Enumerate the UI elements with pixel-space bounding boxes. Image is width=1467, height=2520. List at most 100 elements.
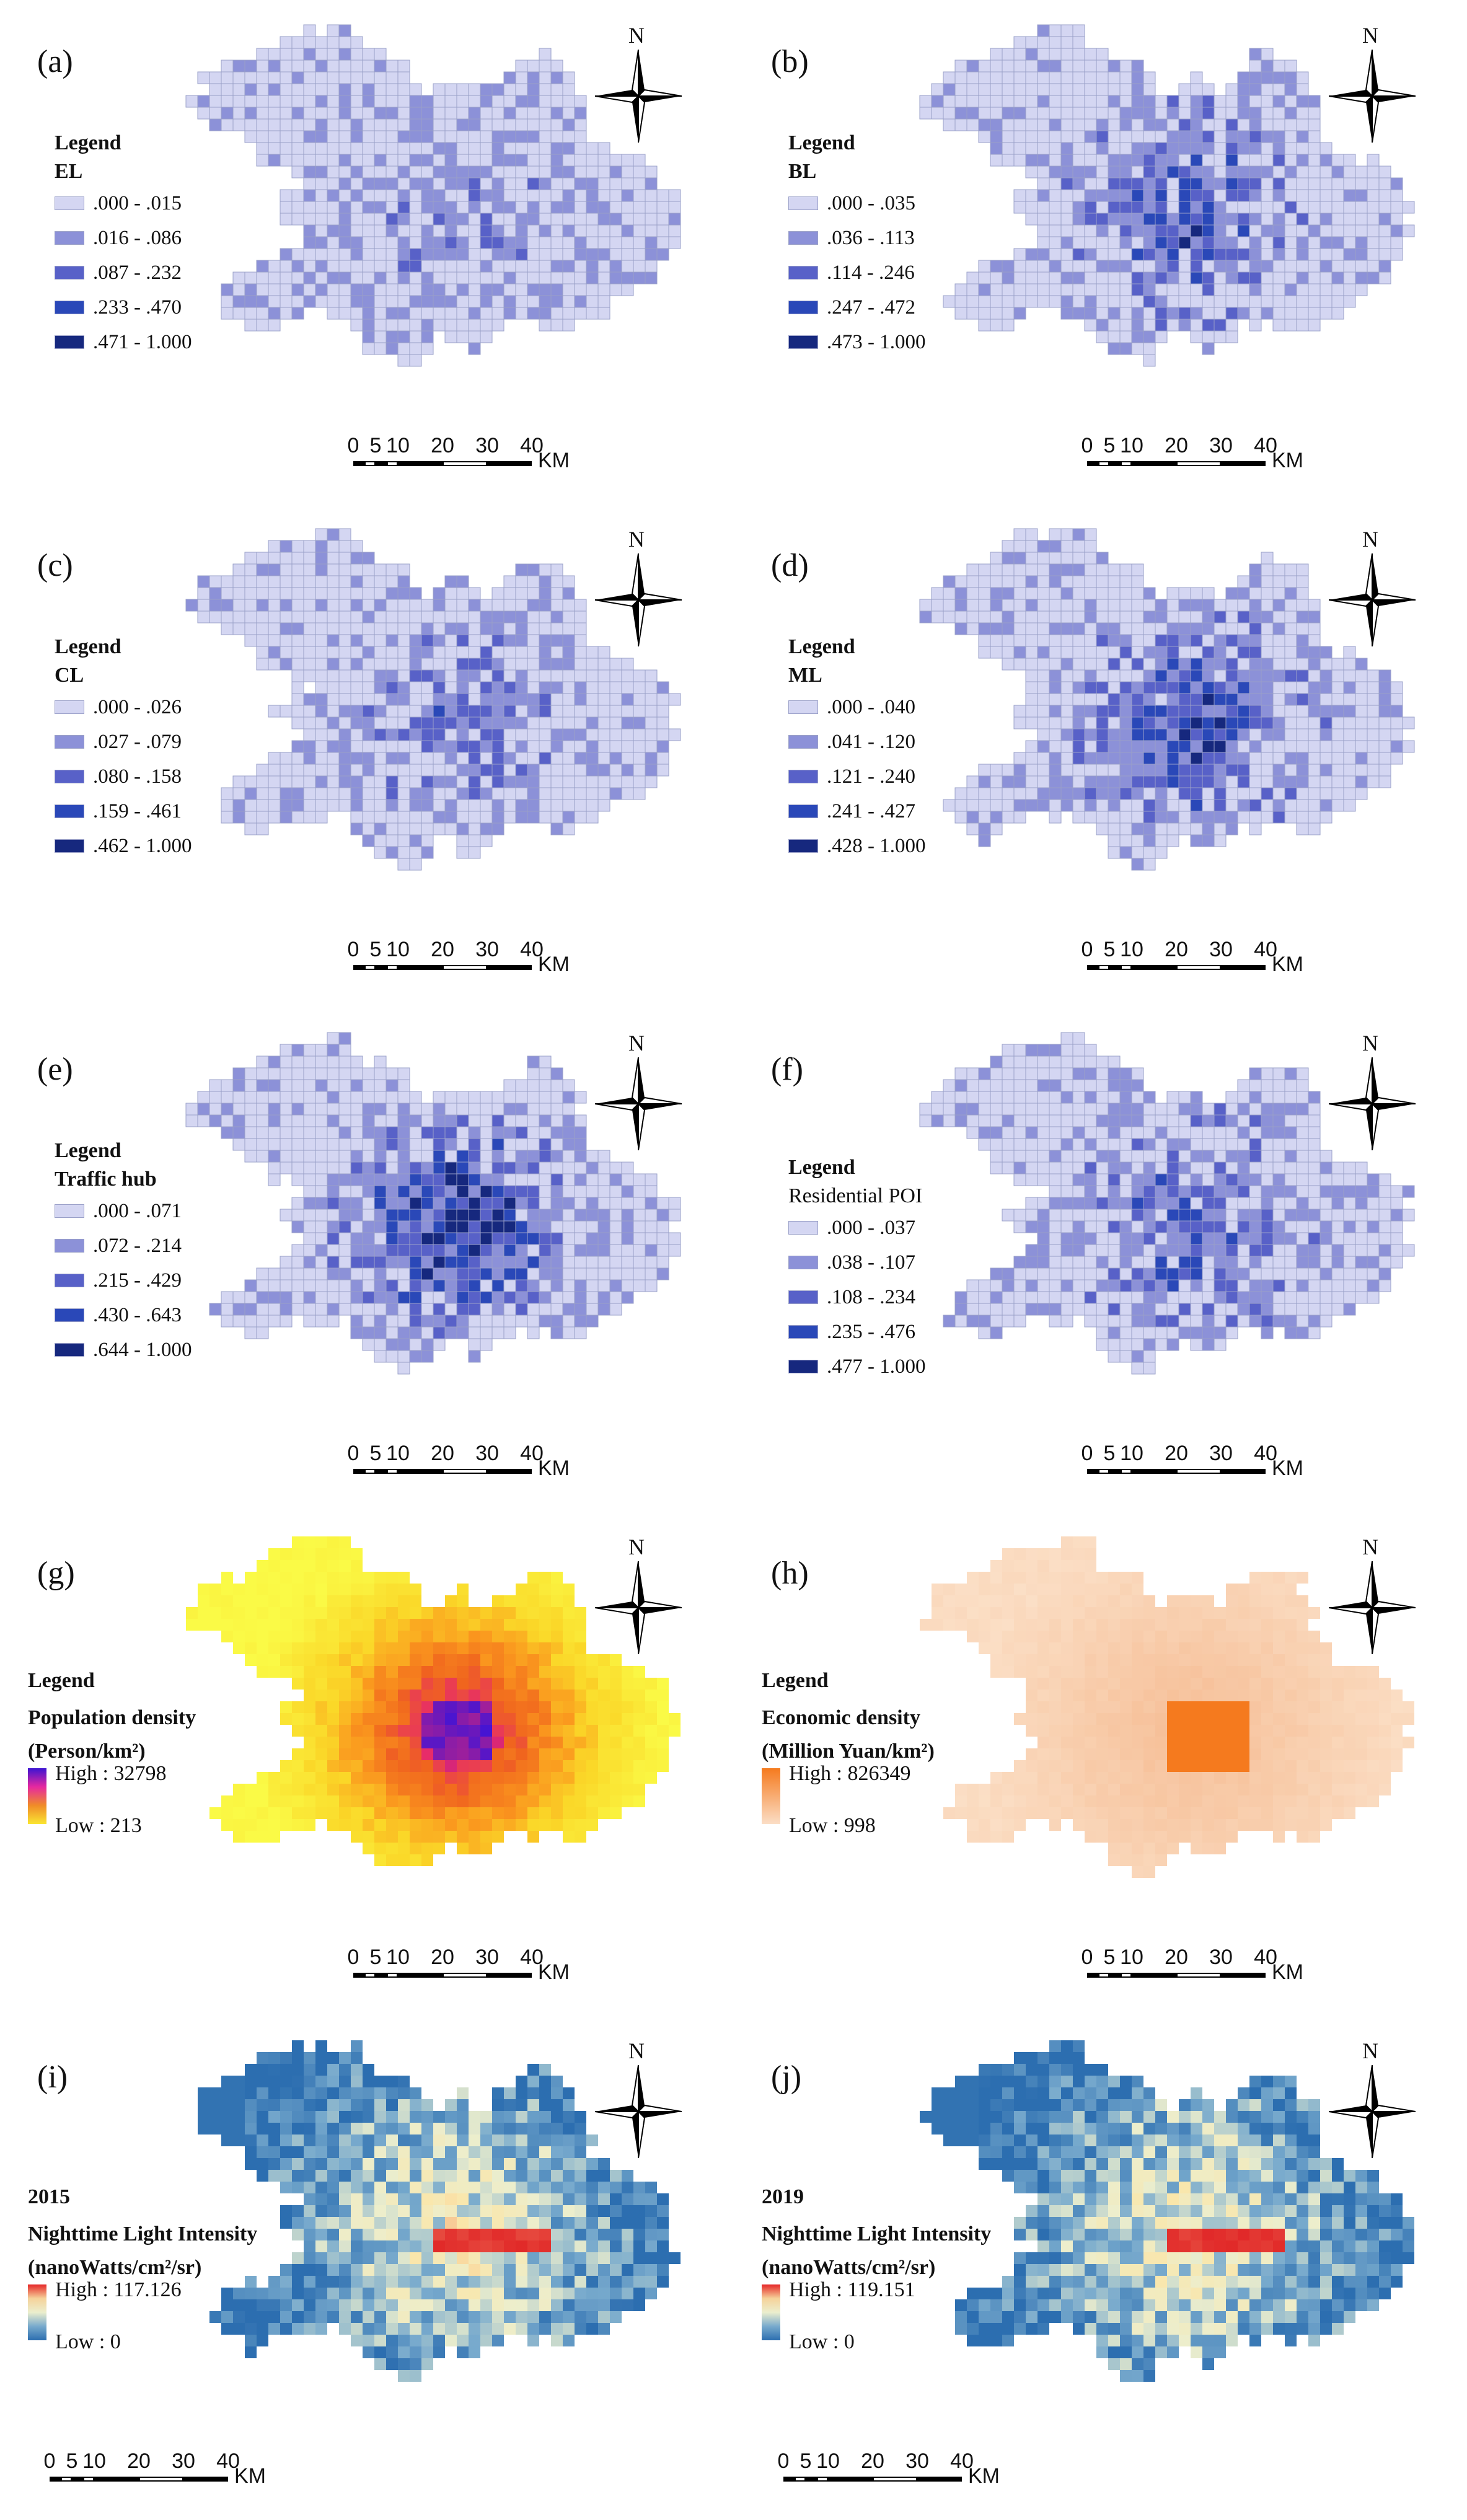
map-cell: [421, 236, 434, 249]
map-cell: [385, 154, 399, 167]
map-cell: [338, 130, 351, 143]
map-cell: [586, 154, 599, 167]
map-cell: [1143, 71, 1156, 84]
map-cell: [1225, 224, 1238, 237]
map-cell: [1355, 248, 1368, 261]
map-cell: [1319, 681, 1333, 694]
map-cell: [633, 1197, 646, 1210]
map-cell: [1214, 1244, 1227, 1257]
map-cell: [456, 189, 469, 202]
map-cell: [1096, 1114, 1109, 1127]
map-cell: [978, 307, 991, 320]
map-cell: [444, 1197, 457, 1210]
map-cell: [1178, 1091, 1191, 1104]
map-cell: [1237, 1138, 1250, 1151]
map-cell: [1025, 681, 1038, 694]
map-cell: [338, 213, 351, 226]
map-cell: [1119, 563, 1132, 576]
map-cell: [1072, 787, 1085, 800]
map-cell: [1319, 236, 1333, 249]
map-cell: [550, 201, 563, 214]
map-cell: [1131, 201, 1144, 214]
map-cell: [1166, 1103, 1179, 1116]
map-cell: [338, 528, 351, 541]
map-cell: [990, 1150, 1003, 1163]
map-cell: [1084, 130, 1097, 143]
map-cell: [1190, 1197, 1203, 1210]
map-cell: [1202, 1279, 1215, 1292]
map-cell: [1072, 681, 1085, 694]
legend-class: .644 - 1.000: [55, 1333, 192, 1367]
map-cell: [1225, 669, 1238, 682]
map-cell: [339, 1607, 351, 1619]
map-cell: [1367, 1220, 1380, 1233]
map-cell: [410, 1619, 421, 1631]
map-cell: [444, 1185, 457, 1198]
map-cell: [327, 24, 340, 37]
map-cell: [291, 107, 304, 120]
map-cell: [362, 1209, 375, 1222]
map-cell: [562, 1161, 575, 1174]
map-cell: [1296, 118, 1309, 131]
map-cell: [1131, 1103, 1144, 1116]
map-cell: [338, 1114, 351, 1127]
map-cell: [1190, 1209, 1203, 1222]
map-cell: [1155, 811, 1168, 824]
map-cell: [1225, 1256, 1238, 1269]
map-cell: [315, 1150, 328, 1163]
map-cell: [291, 307, 304, 320]
map-cell: [1261, 213, 1274, 226]
map-cell: [550, 319, 563, 332]
map-cell: [1202, 165, 1215, 178]
map-cell: [504, 1619, 516, 1631]
map-cell: [1143, 1091, 1156, 1104]
map-cell: [621, 1267, 634, 1280]
map-cell: [362, 307, 375, 320]
map-cell: [1155, 1220, 1168, 1233]
map-cell: [1296, 587, 1309, 600]
map-panel-b: (b) Legend BL .000 - .035 .036 - .113 .114…: [734, 0, 1467, 504]
map-cell: [1108, 811, 1121, 824]
map-cell: [327, 307, 340, 320]
map-cell: [597, 1303, 610, 1316]
map-cell: [385, 587, 399, 600]
map-cell: [1072, 1303, 1085, 1316]
map-cell: [409, 716, 422, 729]
map-cell: [456, 740, 469, 753]
map-cell: [1284, 752, 1297, 765]
map-cell: [1096, 728, 1109, 741]
map-cell: [232, 283, 245, 296]
map-cell: [1284, 1315, 1297, 1328]
map-cell: [433, 634, 446, 647]
map-cell: [469, 1654, 480, 1666]
map-cell: [1343, 165, 1356, 178]
map-cell: [291, 1209, 304, 1222]
map-cell: [633, 189, 646, 202]
map-cell: [1225, 118, 1238, 131]
map-cell: [621, 669, 634, 682]
map-cell: [645, 236, 658, 249]
map-cell: [209, 95, 222, 108]
map-cell: [327, 681, 340, 694]
map-cell: [990, 1279, 1003, 1292]
map-cell: [421, 764, 434, 777]
map-cell: [1108, 1209, 1121, 1222]
map-cell: [244, 1103, 257, 1116]
map-cell: [586, 1279, 599, 1292]
map-cell: [456, 634, 469, 647]
map-cell: [1155, 224, 1168, 237]
map-cell: [1025, 1220, 1038, 1233]
map-cell: [374, 1315, 387, 1328]
map-cell: [562, 154, 575, 167]
map-cell: [609, 1197, 622, 1210]
map-cell: [1214, 811, 1227, 824]
map-cell: [362, 260, 375, 273]
map-cell: [1166, 236, 1179, 249]
legend-variable: EL: [55, 160, 83, 183]
map-cell: [1272, 1256, 1285, 1269]
map-cell: [966, 1279, 979, 1292]
map-cell: [954, 610, 967, 623]
map-cell: [539, 1291, 552, 1304]
map-cell: [1084, 1185, 1097, 1198]
map-cell: [1108, 213, 1121, 226]
